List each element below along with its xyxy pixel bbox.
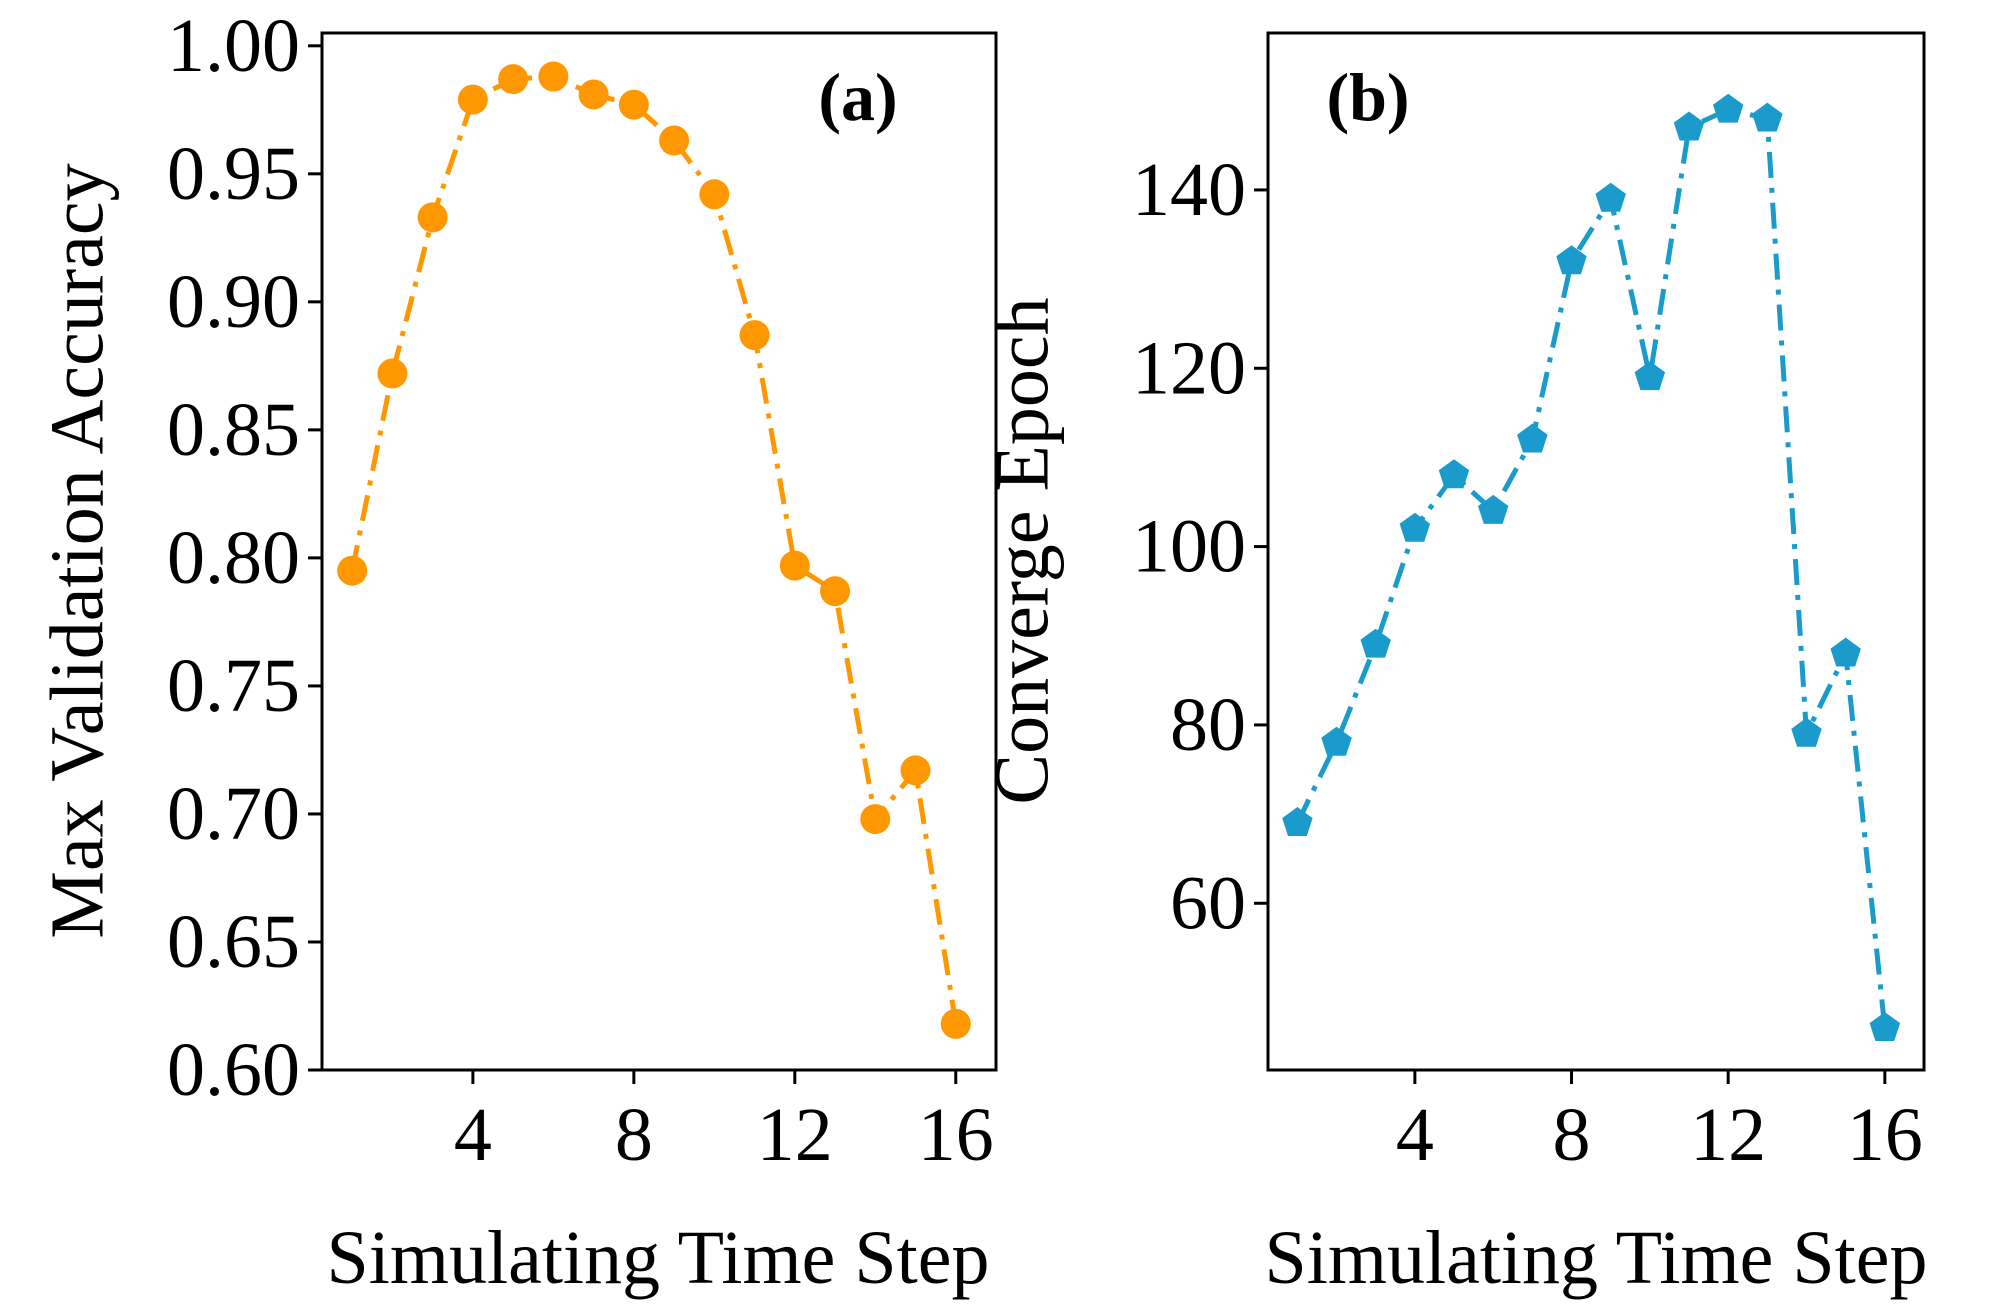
panel-b-y-tick-label: 80 (1170, 683, 1246, 767)
panel-a-x-tick-label: 12 (757, 1093, 833, 1177)
panel-a-y-tick-label: 0.90 (167, 260, 300, 344)
panel-b-y-tick-label: 140 (1132, 148, 1246, 232)
panel-a-data-point (417, 202, 448, 233)
panel-a-y-tick-label: 0.60 (167, 1028, 300, 1112)
panel-b-data-point (1791, 717, 1822, 747)
panel-b-data-point (1360, 628, 1391, 658)
panel-b-y-tick-label: 100 (1132, 505, 1246, 589)
panel-b-series-line (1295, 107, 1888, 1029)
panel-b-y-axis-label: Converge Epoch (980, 297, 1064, 804)
panel-b-y-tick-label: 120 (1132, 326, 1246, 410)
panel-a-data-point (940, 1008, 971, 1039)
panel-b-data-point (1478, 494, 1509, 524)
panel-a-y-tick-label: 0.75 (167, 644, 300, 728)
panel-a-y-tick-label: 0.70 (167, 772, 300, 856)
panel-a-series-line (349, 73, 959, 1025)
panel-a-y-tick-label: 0.80 (167, 516, 300, 600)
panel-b-data-point (1713, 93, 1744, 123)
panel-b-y-tick-label: 60 (1170, 861, 1246, 945)
panel-a-tag: (a) (818, 59, 897, 135)
panel-a-x-tick-label: 8 (615, 1093, 653, 1177)
panel-a-y-axis-label: Max Validation Accuracy (35, 163, 119, 938)
panel-a-data-point (578, 79, 609, 110)
panel-a-x-tick-label: 4 (454, 1093, 492, 1177)
panel-b-markers (1282, 93, 1901, 1041)
panel-b-data-point (1830, 637, 1861, 667)
panel-b-x-axis-label: Simulating Time Step (1264, 1216, 1927, 1300)
panel-b-data-point (1869, 1012, 1901, 1041)
panel-b-data-point (1399, 512, 1431, 542)
panel-a-accuracy-chart: 0.60 0.65 0.70 0.75 0.80 0.85 0.90 0.95 1.00 4 8 1… (35, 4, 998, 1300)
panel-a-y-tick-label: 0.85 (167, 388, 300, 472)
panel-a-data-point (498, 64, 529, 95)
panel-a-data-point (699, 179, 730, 210)
panel-a-data-point (900, 755, 931, 786)
panel-a-data-point (659, 125, 690, 156)
panel-a-data-point (739, 320, 770, 351)
panel-b-data-point (1634, 361, 1666, 391)
panel-a-y-tick-label: 0.65 (167, 900, 300, 984)
panel-b-x-tick-label: 16 (1847, 1093, 1923, 1177)
panel-b-y-axis: 60 80 100 120 140 (1132, 148, 1268, 945)
panel-a-data-point (618, 89, 649, 120)
panel-b-data-point (1673, 111, 1705, 141)
panel-b-x-tick-label: 8 (1553, 1093, 1591, 1177)
panel-b-tag: (b) (1326, 59, 1409, 135)
panel-a-plot-frame (320, 31, 998, 1072)
panel-a-y-axis: 0.60 0.65 0.70 0.75 0.80 0.85 0.90 0.95 1.00 (167, 4, 322, 1112)
panel-b-data-point (1321, 726, 1352, 756)
panel-b-data-point (1595, 182, 1626, 212)
panel-a-data-point (538, 61, 569, 92)
panel-a-data-point (377, 358, 408, 389)
panel-a-y-tick-label: 1.00 (167, 4, 300, 88)
panel-a-data-point (457, 84, 488, 115)
panel-a-data-point (820, 576, 851, 607)
panel-a-markers (337, 61, 971, 1039)
panel-b-data-point (1517, 423, 1548, 453)
panel-a-x-axis: 4 8 12 16 (454, 1070, 994, 1177)
panel-b-data-point (1556, 245, 1587, 275)
panel-a-data-point (337, 555, 368, 586)
panel-a-x-tick-label: 16 (918, 1093, 994, 1177)
panel-b-x-tick-label: 4 (1396, 1093, 1434, 1177)
panel-b-data-point (1438, 459, 1470, 489)
panel-a-x-axis-label: Simulating Time Step (326, 1216, 989, 1300)
panel-b-x-tick-label: 12 (1690, 1093, 1766, 1177)
panel-a-data-point (860, 804, 891, 835)
panel-b-plot-frame (1266, 31, 1926, 1072)
panel-b-data-point (1752, 102, 1783, 132)
panel-b-x-axis: 4 8 12 16 (1396, 1070, 1923, 1177)
panel-b-data-point (1282, 807, 1313, 836)
panel-a-data-point (779, 550, 810, 581)
panel-a-y-tick-label: 0.95 (167, 132, 300, 216)
